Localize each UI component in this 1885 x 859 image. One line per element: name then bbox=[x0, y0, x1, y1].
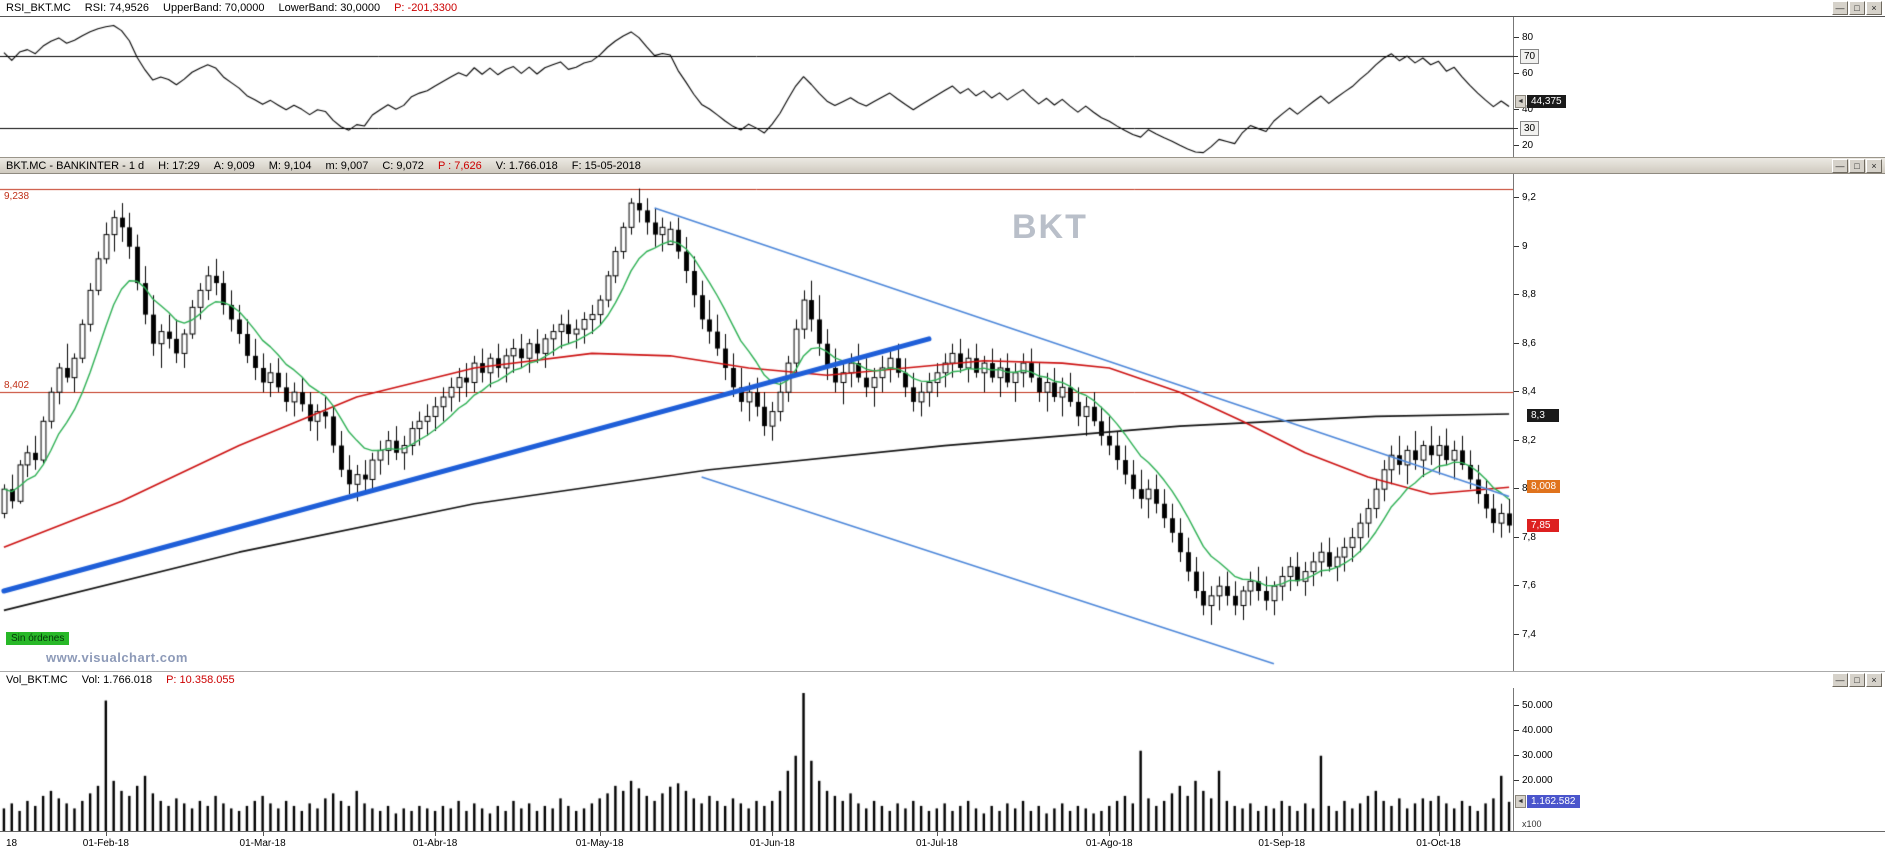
rsi-price-axis[interactable]: ◄ 44,375 80 70 60 40 30 20 bbox=[1512, 17, 1885, 157]
symbol-watermark: BKT bbox=[1012, 208, 1088, 246]
volume-plot-canvas[interactable] bbox=[0, 688, 1513, 831]
axis-tick-30: 30 bbox=[1512, 120, 1540, 136]
volume-value: V: 1.766.018 bbox=[495, 159, 558, 172]
date-value: F: 15-05-2018 bbox=[571, 159, 641, 172]
rsi-plot-canvas[interactable] bbox=[0, 17, 1513, 158]
axis-tick-50.000: 50.000 bbox=[1514, 699, 1553, 711]
date-label: 01-Abr-18 bbox=[412, 838, 458, 849]
maximize-icon[interactable]: □ bbox=[1849, 159, 1865, 173]
axis-tick-40.000: 40.000 bbox=[1514, 724, 1553, 736]
last-price-tag: 7,85 bbox=[1527, 518, 1559, 532]
date-axis[interactable]: 18 01-Feb-18 01-Mar-18 01-Abr-18 01-May-18 01… bbox=[0, 831, 1885, 859]
rsi-value: RSI: 74,9526 bbox=[84, 2, 150, 14]
maximize-icon[interactable]: □ bbox=[1849, 1, 1865, 15]
volume-panel: ◄ 1.162.582 x100 50.000 40.000 30.000 20.00… bbox=[0, 688, 1885, 831]
date-tick bbox=[1438, 832, 1440, 836]
volume-indicator-name: Vol_BKT.MC bbox=[6, 674, 68, 686]
axis-tick-30.000: 30.000 bbox=[1514, 749, 1553, 761]
minimize-icon[interactable]: — bbox=[1832, 673, 1848, 687]
date-tick bbox=[262, 832, 264, 836]
rsi-current-value-tag: 44,375 bbox=[1527, 95, 1566, 108]
date-tick bbox=[772, 832, 774, 836]
date-tick bbox=[435, 832, 437, 836]
mid-ma-value-tag: 8,008 bbox=[1527, 480, 1561, 494]
rsi-upperband: UpperBand: 70,0000 bbox=[163, 2, 265, 14]
high-value: M: 9,104 bbox=[268, 159, 312, 172]
slow-ma-value-tag: 8,3 bbox=[1527, 409, 1559, 423]
volume-axis[interactable]: ◄ 1.162.582 x100 50.000 40.000 30.000 20.00… bbox=[1513, 688, 1885, 831]
rsi-panel: ◄ 44,375 80 70 60 40 30 20 bbox=[0, 16, 1885, 158]
price-level-label-9238: 9,238 bbox=[4, 191, 30, 203]
date-label: 01-May-18 bbox=[575, 838, 624, 849]
scale-arrow-icon[interactable]: ◄ bbox=[1515, 794, 1526, 808]
close-value: C: 9,072 bbox=[382, 159, 424, 172]
price-level-label-8402: 8,402 bbox=[4, 379, 30, 391]
symbol-title: BKT.MC - BANKINTER - 1 d bbox=[6, 159, 145, 172]
date-tick bbox=[1281, 832, 1283, 836]
volume-current-value-tag: 1.162.582 bbox=[1527, 794, 1580, 808]
visualchart-watermark: www.visualchart.com bbox=[46, 650, 188, 665]
axis-tick-40: 40 bbox=[1513, 103, 1534, 115]
date-label: 01-Oct-18 bbox=[1416, 838, 1461, 849]
axis-tick-8,8: 8,8 bbox=[1514, 289, 1536, 301]
maximize-icon[interactable]: □ bbox=[1849, 673, 1865, 687]
main-panel-header: BKT.MC - BANKINTER - 1 d H: 17:29 A: 9,0… bbox=[0, 157, 1885, 174]
axis-tick-80: 80 bbox=[1513, 32, 1534, 44]
volume-current: Vol: 1.766.018 bbox=[81, 674, 153, 686]
open-value: A: 9,009 bbox=[213, 159, 255, 172]
date-label: 01-Mar-18 bbox=[239, 838, 286, 849]
date-tick bbox=[1109, 832, 1111, 836]
rsi-panel-header: RSI_BKT.MC RSI: 74,9526 UpperBand: 70,00… bbox=[0, 0, 1885, 16]
candlestick-plot-canvas[interactable] bbox=[0, 174, 1513, 671]
close-icon[interactable]: × bbox=[1866, 1, 1882, 15]
low-value: m: 9,007 bbox=[325, 159, 369, 172]
axis-tick-20: 20 bbox=[1513, 139, 1534, 151]
volume-p-value: P: 10.358.055 bbox=[166, 674, 235, 686]
date-label: 01-Feb-18 bbox=[82, 838, 129, 849]
main-panel-window-controls: — □ × bbox=[1832, 159, 1882, 173]
axis-tick-70: 70 bbox=[1512, 49, 1540, 65]
close-icon[interactable]: × bbox=[1866, 159, 1882, 173]
minimize-icon[interactable]: — bbox=[1832, 1, 1848, 15]
scale-arrow-icon[interactable]: ◄ bbox=[1515, 95, 1526, 108]
rsi-p-value: P: -201,3300 bbox=[394, 2, 458, 14]
axis-tick-9: 9 bbox=[1514, 240, 1528, 252]
axis-tick-7,8: 7,8 bbox=[1514, 531, 1536, 543]
axis-tick-9,2: 9,2 bbox=[1514, 192, 1536, 204]
date-tick bbox=[599, 832, 601, 836]
axis-tick-60: 60 bbox=[1513, 68, 1534, 80]
axis-tick-8,4: 8,4 bbox=[1514, 386, 1536, 398]
date-tick bbox=[105, 832, 107, 836]
axis-tick-8,2: 8,2 bbox=[1514, 434, 1536, 446]
volume-panel-header: Vol_BKT.MC Vol: 1.766.018 P: 10.358.055 … bbox=[0, 671, 1885, 688]
date-tick bbox=[936, 832, 938, 836]
orders-status-label: Sin órdenes bbox=[6, 632, 70, 645]
rsi-lowerband: LowerBand: 30,0000 bbox=[278, 2, 381, 14]
main-price-axis[interactable]: 8,3 8,008 7,85 9,2 9 8,8 8,6 8,4 8,2 8 7,8 7,6 7,… bbox=[1513, 174, 1885, 671]
axis-tick-7,4: 7,4 bbox=[1514, 628, 1536, 640]
candlestick-panel: BKT 9,238 8,402 Sin órdenes www.visualch… bbox=[0, 174, 1885, 671]
volume-panel-window-controls: — □ × bbox=[1832, 673, 1882, 687]
axis-tick-7,6: 7,6 bbox=[1514, 580, 1536, 592]
time-value: H: 17:29 bbox=[158, 159, 200, 172]
axis-tick-8: 8 bbox=[1514, 483, 1528, 495]
date-label: 18 bbox=[6, 838, 18, 849]
axis-tick-8,6: 8,6 bbox=[1514, 337, 1536, 349]
axis-tick-20.000: 20.000 bbox=[1514, 774, 1553, 786]
date-label: 01-Jul-18 bbox=[915, 838, 958, 849]
date-label: 01-Jun-18 bbox=[749, 838, 795, 849]
last-price-value: P : 7,626 bbox=[437, 159, 482, 172]
minimize-icon[interactable]: — bbox=[1832, 159, 1848, 173]
date-label: 01-Sep-18 bbox=[1258, 838, 1306, 849]
rsi-indicator-name: RSI_BKT.MC bbox=[6, 2, 71, 14]
date-label: 01-Ago-18 bbox=[1085, 838, 1133, 849]
volume-multiplier-label: x100 bbox=[1522, 819, 1542, 829]
rsi-panel-window-controls: — □ × bbox=[1832, 1, 1882, 15]
close-icon[interactable]: × bbox=[1866, 673, 1882, 687]
